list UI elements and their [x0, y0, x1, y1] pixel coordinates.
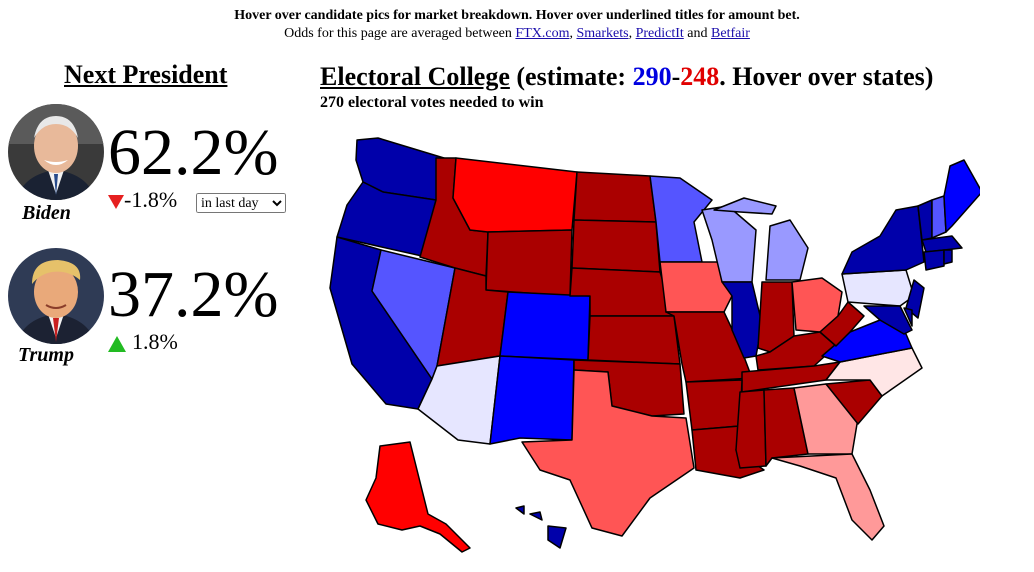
biden-name: Biden — [22, 202, 71, 224]
sep-3: and — [683, 26, 712, 41]
state-ri[interactable] — [943, 249, 953, 265]
rep-electoral-votes: 248 — [680, 62, 720, 91]
state-tx[interactable] — [521, 369, 695, 537]
state-il[interactable] — [721, 281, 763, 359]
state-hi[interactable] — [515, 505, 567, 549]
state-ak[interactable] — [365, 441, 471, 553]
odds-prefix: Odds for this page are averaged between — [284, 26, 516, 41]
state-fl[interactable] — [771, 453, 885, 541]
state-ny[interactable] — [841, 205, 925, 275]
state-mn[interactable] — [649, 175, 713, 263]
state-ms[interactable] — [735, 389, 767, 469]
change-period-select[interactable]: in last day — [196, 193, 286, 213]
electoral-college-title[interactable]: Electoral College — [320, 62, 510, 91]
state-ma[interactable] — [921, 235, 963, 253]
down-arrow-icon — [108, 194, 124, 209]
state-md[interactable] — [863, 305, 913, 335]
next-president-title[interactable]: Next President — [64, 60, 228, 89]
trump-photo[interactable] — [8, 248, 104, 344]
state-co[interactable] — [499, 291, 591, 361]
estimate-prefix: (estimate: — [509, 62, 633, 91]
trump-percentage: 37.2% — [108, 258, 279, 331]
biden-change: -1.8% — [108, 187, 177, 213]
state-de[interactable] — [903, 307, 913, 327]
state-nj[interactable] — [905, 279, 925, 319]
biden-percentage: 62.2% — [108, 116, 279, 189]
state-ia[interactable] — [659, 261, 733, 313]
state-mt[interactable] — [452, 157, 578, 233]
trump-change: 1.8% — [108, 329, 178, 355]
state-ks[interactable] — [587, 315, 681, 365]
trump-change-value: 1.8% — [132, 329, 178, 354]
us-electoral-map[interactable] — [320, 130, 980, 560]
state-sd[interactable] — [571, 219, 661, 273]
electoral-college-heading: Electoral College (estimate: 290-248. Ho… — [320, 62, 933, 92]
up-arrow-icon — [108, 335, 126, 352]
sep-2: , — [628, 26, 636, 41]
votes-dash: - — [671, 62, 681, 91]
biden-change-value: -1.8% — [124, 187, 178, 212]
link-betfair[interactable]: Betfair — [711, 26, 750, 41]
dem-electoral-votes: 290 — [632, 62, 672, 91]
electoral-votes-needed: 270 electoral votes needed to win — [320, 94, 544, 111]
state-wy[interactable] — [485, 229, 573, 297]
sep-1: , — [569, 26, 577, 41]
state-nm[interactable] — [489, 355, 575, 445]
link-ftx[interactable]: FTX.com — [515, 26, 570, 41]
link-smarkets[interactable]: Smarkets — [576, 26, 629, 41]
estimate-suffix: . Hover over states) — [719, 62, 934, 91]
state-pa[interactable] — [841, 269, 915, 307]
odds-sources-line: Odds for this page are averaged between … — [0, 26, 1034, 42]
state-ar[interactable] — [685, 379, 743, 431]
link-predictit[interactable]: PredictIt — [635, 26, 684, 41]
state-nd[interactable] — [573, 171, 657, 223]
state-mi-up[interactable] — [713, 197, 777, 215]
instructions-line: Hover over candidate pics for market bre… — [234, 8, 800, 23]
state-ct[interactable] — [923, 249, 945, 271]
state-al[interactable] — [763, 387, 809, 467]
state-wv[interactable] — [819, 301, 865, 347]
state-mi[interactable] — [765, 219, 809, 281]
state-mo[interactable] — [665, 311, 753, 383]
trump-name: Trump — [18, 344, 74, 366]
state-me[interactable] — [943, 159, 980, 233]
biden-photo[interactable] — [8, 104, 104, 200]
